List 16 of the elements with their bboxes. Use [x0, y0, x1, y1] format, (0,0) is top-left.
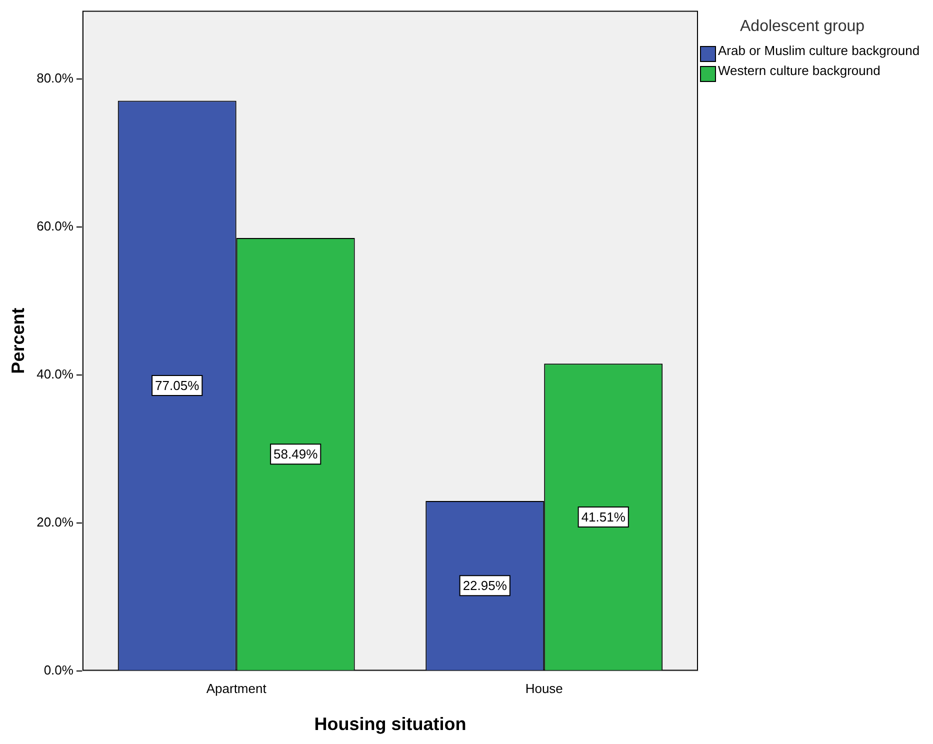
y-tick-label: 20.0% — [36, 514, 74, 530]
data-label: 77.05% — [155, 378, 200, 394]
x-tick-label: Apartment — [206, 681, 267, 696]
y-tick-label: 80.0% — [36, 70, 74, 86]
legend-label: Arab or Muslim culture background — [718, 43, 920, 58]
legend-title: Adolescent group — [740, 18, 866, 36]
y-axis-title: Percent — [8, 308, 28, 374]
data-label: 41.51% — [581, 510, 626, 525]
x-tick-label: House — [525, 681, 563, 696]
x-axis-title: Housing situation — [314, 714, 466, 734]
data-label: 58.49% — [274, 446, 318, 462]
y-tick-label: 0.0% — [44, 662, 74, 678]
y-tick-label: 60.0% — [36, 218, 74, 234]
y-tick-label: 40.0% — [36, 366, 74, 382]
legend-label: Western culture background — [718, 63, 880, 78]
data-label: 22.95% — [462, 578, 508, 594]
